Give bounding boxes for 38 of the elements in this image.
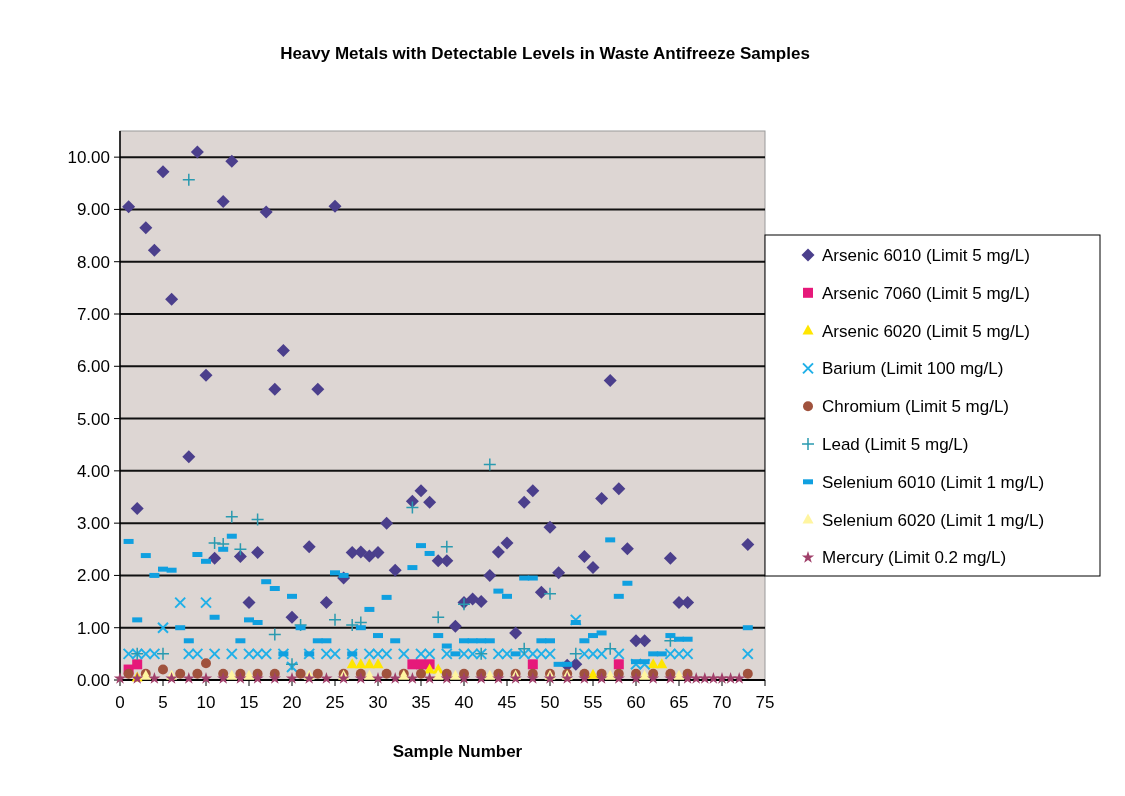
x-tick-label: 55 [583,693,603,712]
x-tick-label: 0 [115,693,125,712]
legend-label: Lead (Limit 5 mg/L) [822,434,969,454]
legend-label: Arsenic 7060 (Limit 5 mg/L) [822,283,1030,303]
y-tick-label: 8.00 [76,252,110,272]
chart-title: Heavy Metals with Detectable Levels in Waste Antifreeze Samples [280,44,810,63]
y-tick-label: 2.00 [76,566,110,586]
y-tick-label: 5.00 [76,409,110,429]
x-tick-label: 20 [282,693,302,712]
x-tick-label: 70 [712,693,732,712]
x-tick-label: 65 [669,693,689,712]
legend-label: Selenium 6010 (Limit 1 mg/L) [822,472,1045,492]
y-tick-label: 3.00 [76,514,110,534]
x-tick-label: 35 [411,693,431,712]
y-tick-label: 7.00 [76,304,110,324]
x-axis-title: Sample Number [392,742,523,761]
x-tick-label: 10 [196,693,216,712]
x-tick-label: 50 [540,693,560,712]
x-tick-label: 60 [626,693,646,712]
legend-label: Arsenic 6020 (Limit 5 mg/L) [822,321,1030,341]
x-tick-label: 5 [158,693,168,712]
y-tick-label: 4.00 [76,461,110,481]
y-tick-label: 0.00 [76,670,110,690]
legend-label: Chromium (Limit 5 mg/L) [822,397,1010,417]
legend-label: Barium (Limit 100 mg/L) [822,359,1004,379]
y-tick-label: 1.00 [76,618,110,638]
y-tick-label: 9.00 [76,200,110,220]
legend-label: Arsenic 6010 (Limit 5 mg/L) [822,245,1030,265]
y-tick-label: 10.00 [67,148,110,168]
x-tick-label: 15 [239,693,259,712]
x-tick-label: 75 [755,693,775,712]
x-tick-label: 40 [454,693,474,712]
x-tick-label: 45 [497,693,517,712]
x-tick-label: 30 [368,693,388,712]
legend-label: Mercury (Limit 0.2 mg/L) [822,548,1007,568]
legend-label: Selenium 6020 (Limit 1 mg/L) [822,510,1045,530]
y-tick-label: 6.00 [76,357,110,377]
x-tick-label: 25 [325,693,345,712]
